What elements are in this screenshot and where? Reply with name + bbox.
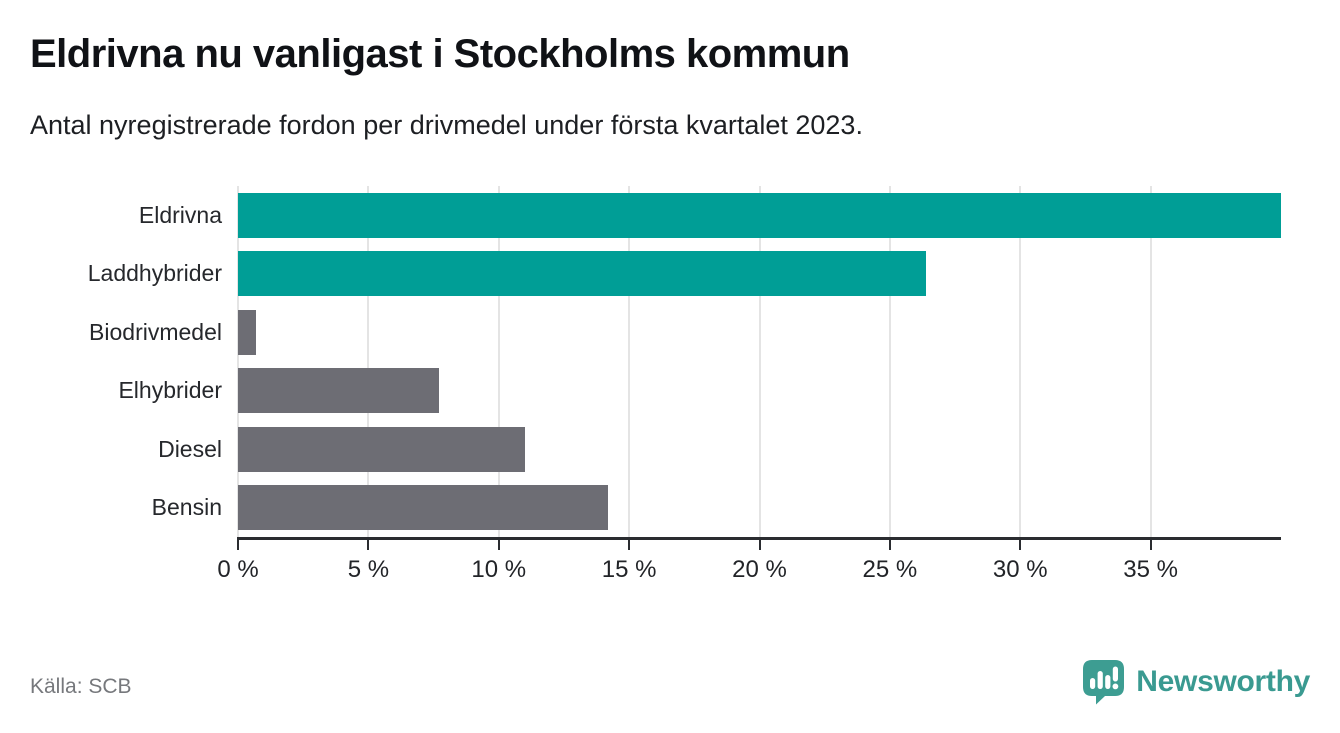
bar-bensin — [238, 485, 609, 531]
chart-subtitle: Antal nyregistrerade fordon per drivmede… — [30, 110, 863, 140]
gridline — [367, 186, 370, 537]
bar-eldrivna — [238, 192, 1281, 238]
newsworthy-logo: Newsworthy — [1082, 659, 1310, 705]
gridline — [1149, 186, 1152, 537]
x-tick-label: 30 % — [992, 556, 1048, 583]
newsworthy-wordmark: Newsworthy — [1136, 665, 1310, 698]
category-label: Eldrivna — [138, 201, 222, 228]
gridline — [628, 186, 631, 537]
plot-area — [237, 186, 1281, 537]
category-label: Diesel — [158, 435, 222, 462]
x-tick-mark — [237, 537, 239, 550]
x-tick-mark — [628, 537, 631, 550]
x-tick-mark — [1149, 537, 1152, 550]
x-tick-label: 0 % — [217, 556, 259, 583]
gridline — [758, 186, 761, 537]
x-tick-label: 35 % — [1123, 556, 1178, 583]
newsworthy-icon — [1083, 660, 1125, 705]
gridline — [237, 186, 239, 537]
gridline — [1019, 186, 1022, 537]
x-tick-label: 5 % — [347, 556, 390, 583]
x-tick-mark — [367, 537, 370, 550]
x-axis: 0 % 5 % 10 % 15 % 20 % 25 % 30 % 35 % — [217, 537, 1281, 593]
gridline — [497, 186, 500, 537]
x-tick-label: 15 % — [601, 556, 657, 583]
gridline — [888, 186, 891, 537]
x-tick-label: 20 % — [732, 556, 787, 583]
bar-biodrivmedel — [238, 309, 257, 355]
category-labels: Eldrivna Laddhybrider Biodrivmedel Elhybrid… — [0, 186, 222, 537]
category-label: Bensin — [151, 494, 222, 521]
bar-elhybrider — [238, 368, 439, 414]
category-label: Laddhybrider — [87, 260, 222, 287]
category-label: Elhybrider — [118, 377, 222, 404]
chart-title: Eldrivna nu vanligast i Stockholms kommu… — [30, 32, 850, 76]
source-note: Källa: SCB — [30, 675, 132, 698]
bar-diesel — [238, 426, 525, 472]
x-tick-label: 10 % — [471, 556, 527, 583]
x-tick-mark — [497, 537, 500, 550]
bar-laddhybrider — [238, 251, 927, 297]
x-tick-mark — [888, 537, 891, 550]
x-tick-mark — [1019, 537, 1022, 550]
category-label: Biodrivmedel — [89, 318, 222, 345]
x-tick-label: 25 % — [862, 556, 918, 583]
x-tick-mark — [758, 537, 761, 550]
